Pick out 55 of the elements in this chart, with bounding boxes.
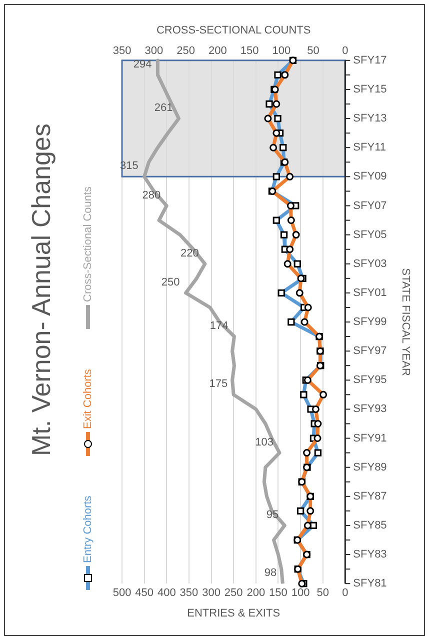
y-tick-label: SFY95 (353, 374, 387, 386)
x2-tick-label: 350 (112, 44, 132, 57)
x-tick-label: 350 (180, 587, 198, 600)
y-tick-label: SFY11 (353, 142, 386, 154)
x2-tick-label: 250 (176, 44, 195, 57)
y-tick-label: SFY09 (353, 170, 387, 183)
y-tick-label: SFY17 (353, 54, 387, 66)
y-tick-label: SFY01 (353, 286, 387, 299)
x2-tick-label: 300 (144, 44, 164, 57)
x-tick-label: 500 (112, 587, 132, 600)
x-tick-label: 150 (269, 587, 288, 600)
data-label: 103 (255, 436, 274, 448)
y-tick-label: SFY99 (353, 316, 387, 328)
y-tick-label: SFY15 (353, 84, 387, 96)
x-tick-label: 100 (291, 587, 310, 600)
y-tick-label: SFY97 (353, 345, 387, 358)
y-axis-title: STATE FISCAL YEAR (399, 268, 412, 376)
x-tick-label: 0 (342, 587, 348, 600)
text: Mt. Vernon- Annual Changes (25, 122, 57, 458)
data-label: 175 (209, 378, 228, 390)
x-tick-label: 450 (135, 587, 154, 600)
x2-tick-label: 100 (272, 44, 291, 57)
text: Entry Cohorts (81, 496, 95, 563)
data-label: 250 (161, 276, 180, 288)
y-tick-label: SFY89 (353, 461, 387, 474)
x2-tick-label: 0 (342, 44, 348, 57)
y-tick-label: SFY03 (353, 258, 387, 270)
y-tick-label: SFY91 (353, 432, 387, 444)
data-label: 98 (264, 567, 277, 580)
data-label: 294 (133, 58, 152, 70)
y-tick-label: SFY85 (353, 520, 387, 532)
y-tick-label: SFY81 (353, 578, 387, 590)
data-label: 280 (142, 189, 161, 202)
y-tick-label: SFY07 (353, 200, 387, 212)
data-label: 174 (210, 320, 228, 332)
x2-tick-label: 200 (208, 44, 227, 57)
x-axis-title: ENTRIES & EXITS (187, 607, 280, 620)
x2-tick-label: 50 (307, 44, 320, 57)
x-tick-label: 250 (224, 587, 243, 600)
y-tick-label: SFY87 (353, 490, 387, 502)
text: Exit Cohorts (81, 368, 95, 429)
y-tick-label: SFY05 (353, 228, 387, 241)
y-tick-label: SFY93 (353, 403, 387, 416)
x-tick-label: 300 (202, 587, 220, 600)
data-label: 95 (266, 509, 279, 521)
x-tick-label: 200 (246, 587, 266, 600)
data-label: 220 (180, 247, 199, 260)
y-tick-label: SFY13 (353, 112, 387, 125)
x2-axis-title: CROSS-SECTIONAL COUNTS (156, 24, 311, 37)
x-tick-label: 50 (316, 587, 329, 600)
data-label: 261 (154, 102, 173, 114)
text: Cross-Sectional Counts (81, 186, 95, 302)
y-tick-label: SFY83 (353, 548, 387, 561)
x2-tick-label: 150 (240, 44, 259, 57)
x-tick-label: 400 (157, 587, 176, 600)
